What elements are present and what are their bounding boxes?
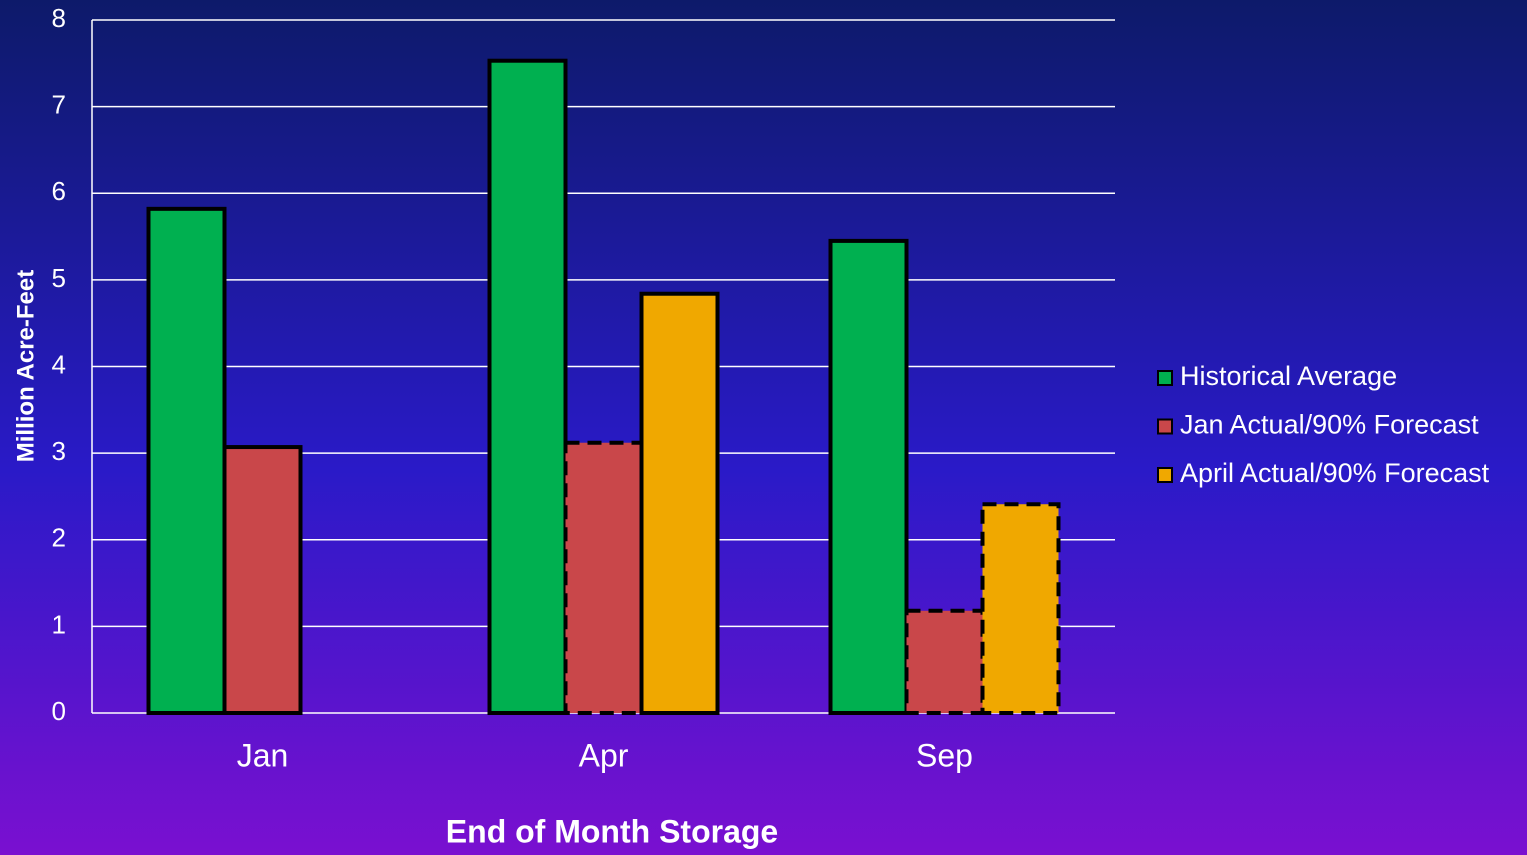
x-tick-label: Sep: [916, 737, 973, 773]
y-axis-title: Million Acre-Feet: [12, 270, 39, 462]
y-tick-label: 1: [52, 609, 66, 639]
x-axis-title: End of Month Storage: [446, 813, 778, 849]
legend-label: Historical Average: [1180, 361, 1397, 391]
y-tick-label: 8: [52, 3, 66, 33]
y-tick-label: 6: [52, 176, 66, 206]
y-tick-label: 2: [52, 523, 66, 553]
bar: [563, 440, 644, 715]
legend-marker: [1157, 467, 1173, 483]
y-tick-label: 0: [52, 696, 66, 726]
legend-marker: [1157, 418, 1173, 435]
y-tick-label: 3: [52, 436, 66, 466]
y-tick-label: 4: [52, 349, 66, 379]
bar: [487, 58, 568, 716]
bar: [980, 502, 1061, 716]
legend-label: April Actual/90% Forecast: [1180, 458, 1490, 488]
y-tick-label: 7: [52, 90, 66, 120]
legend-marker: [1157, 370, 1173, 386]
x-tick-label: Jan: [237, 737, 289, 773]
bar: [146, 206, 227, 715]
y-tick-label: 5: [52, 263, 66, 293]
legend-label: Jan Actual/90% Forecast: [1180, 410, 1479, 440]
x-tick-label: Apr: [579, 737, 629, 773]
bar: [639, 291, 720, 715]
bar: [222, 445, 303, 715]
bar: [828, 238, 909, 716]
bar: [904, 608, 985, 715]
